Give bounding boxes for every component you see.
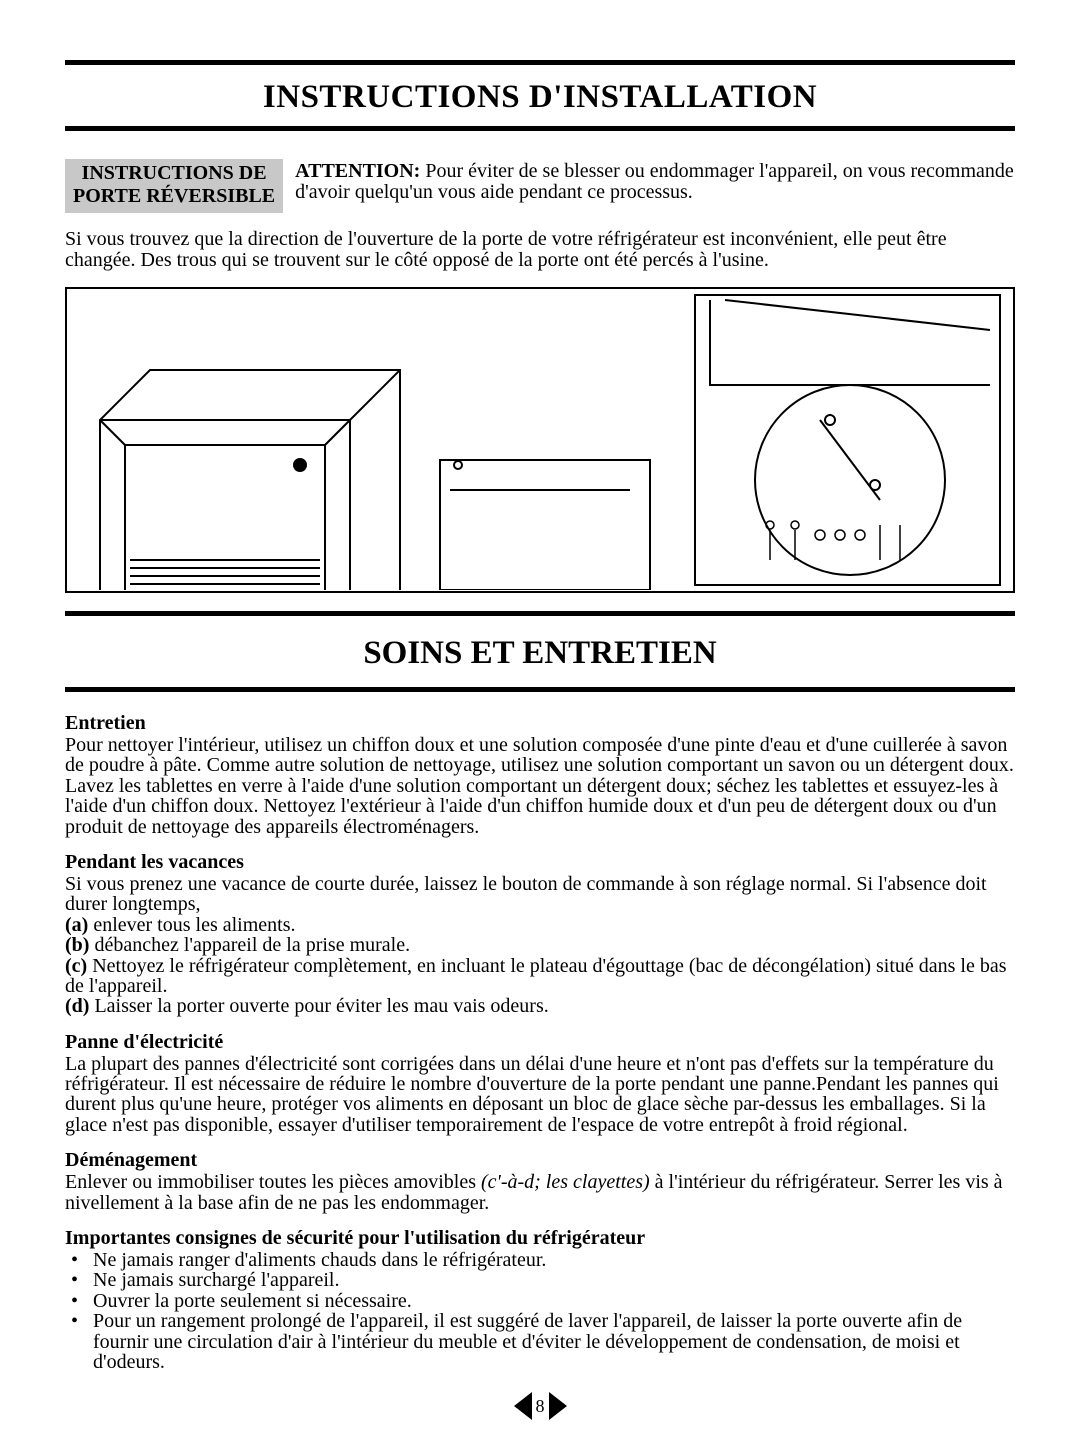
bullet-4: •Pour un rangement prolongé de l'apparei… [65,1311,1015,1372]
text-b: débanchez l'appareil de la prise murale. [89,934,410,956]
pagenum-value: 8 [534,1396,547,1417]
rule-top-2 [65,126,1015,131]
bullet-1-text: Ne jamais ranger d'aliments chauds dans … [93,1250,546,1270]
bullet-3-text: Ouvrer la porte seulement si nécessaire. [93,1291,412,1311]
sidebox-reversible-door: INSTRUCTIONS DE PORTE RÉVERSIBLE [65,159,283,213]
item-a: (a) enlever tous les aliments. [65,915,1015,935]
label-c: (c) [65,955,87,977]
page-number: 8 [65,1392,1015,1432]
bullet-1: •Ne jamais ranger d'aliments chauds dans… [65,1250,1015,1270]
demenagement-pre: Enlever ou immobiliser toutes les pièces… [65,1171,481,1193]
demenagement-italic: (c'-à-d; les clayettes) [481,1171,650,1193]
text-a: enlever tous les aliments. [88,914,295,936]
bullet-3: •Ouvrer la porte seulement si nécessaire… [65,1291,1015,1311]
attention-label: ATTENTION: [295,160,420,182]
text-d: Laisser la porter ouverte pour éviter le… [89,995,548,1017]
bullet-icon: • [65,1311,93,1372]
bullet-2: •Ne jamais surchargé l'appareil. [65,1270,1015,1290]
spacer [65,593,1015,611]
section-title-installation: INSTRUCTIONS D'INSTALLATION [65,65,1015,126]
door-reverse-paragraph: Si vous trouvez que la direction de l'ou… [65,229,1015,271]
label-d: (d) [65,995,89,1017]
heading-demenagement: Déménagement [65,1149,1015,1172]
bullet-2-text: Ne jamais surchargé l'appareil. [93,1270,339,1290]
item-c: (c) Nettoyez le réfrigérateur complèteme… [65,956,1015,997]
label-a: (a) [65,914,88,936]
bullet-icon: • [65,1250,93,1270]
reversible-door-diagram [65,287,1015,593]
attention-paragraph: ATTENTION: Pour éviter de se blesser ou … [295,159,1015,203]
body-vacances-intro: Si vous prenez une vacance de courte dur… [65,874,1015,915]
heading-panne: Panne d'électricité [65,1031,1015,1054]
intro-row: INSTRUCTIONS DE PORTE RÉVERSIBLE ATTENTI… [65,159,1015,213]
bullet-4-text: Pour un rangement prolongé de l'appareil… [93,1311,1015,1372]
heading-consignes: Importantes consignes de sécurité pour l… [65,1227,1015,1250]
label-b: (b) [65,934,89,956]
bullet-icon: • [65,1291,93,1311]
bullet-icon: • [65,1270,93,1290]
diagram-svg [70,290,1010,590]
page: INSTRUCTIONS D'INSTALLATION INSTRUCTIONS… [0,0,1080,1397]
rule-mid-2 [65,687,1015,692]
section-title-maintenance: SOINS ET ENTRETIEN [65,616,1015,687]
body-entretien: Pour nettoyer l'intérieur, utilisez un c… [65,735,1015,837]
item-d: (d) Laisser la porter ouverte pour évite… [65,996,1015,1016]
heading-entretien: Entretien [65,712,1015,735]
body-demenagement: Enlever ou immobiliser toutes les pièces… [65,1172,1015,1213]
text-c: Nettoyez le réfrigérateur complètement, … [65,955,1007,997]
body-panne: La plupart des pannes d'électricité sont… [65,1054,1015,1136]
heading-vacances: Pendant les vacances [65,851,1015,874]
item-b: (b) débanchez l'appareil de la prise mur… [65,935,1015,955]
